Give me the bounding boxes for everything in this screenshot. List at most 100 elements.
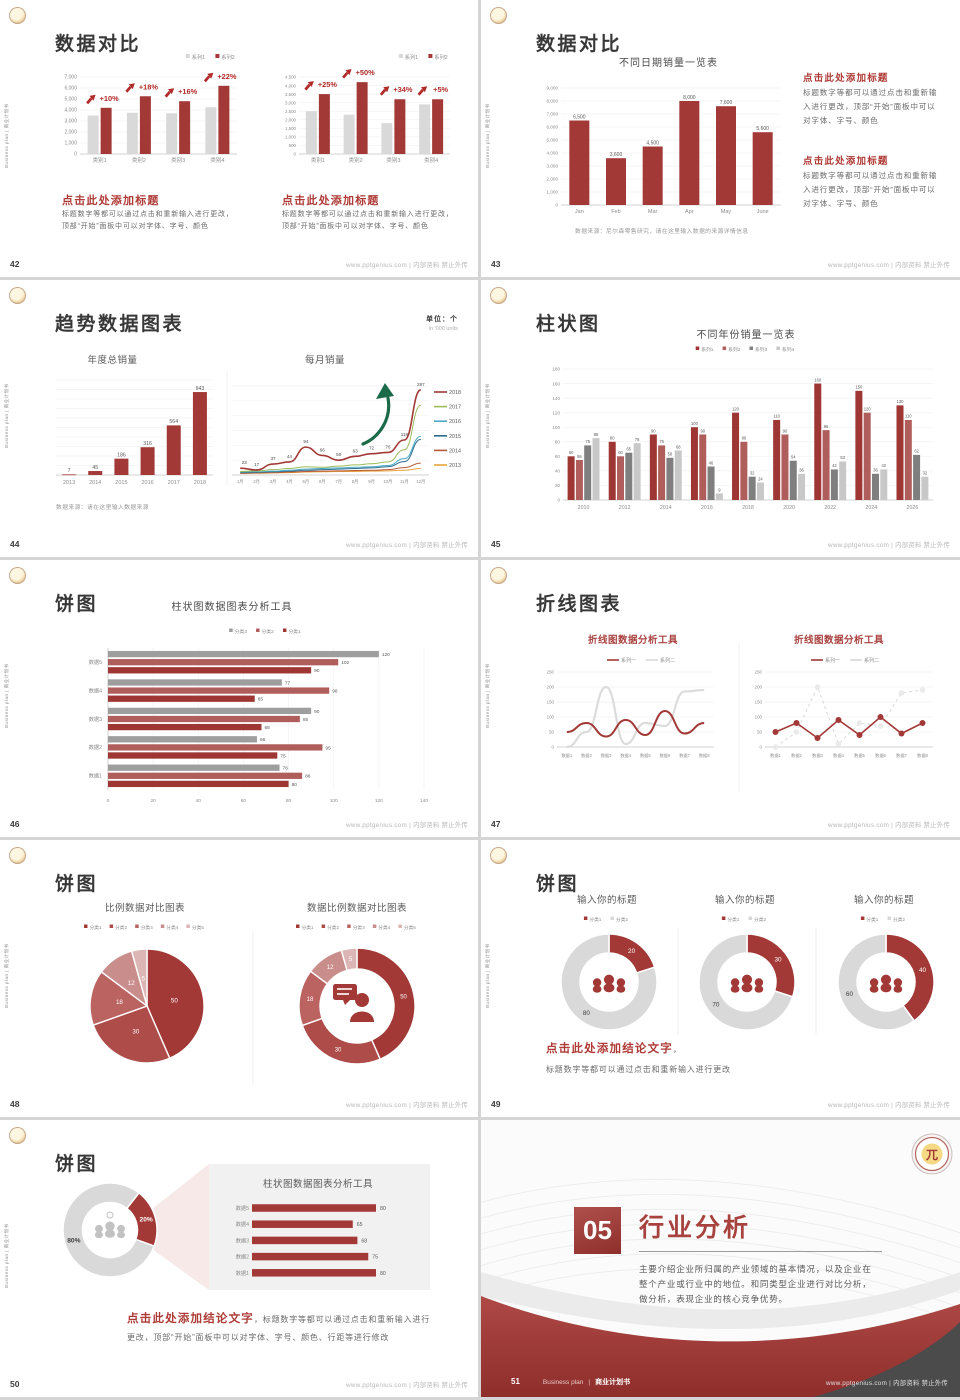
line-charts-canvas: 0 50 100 150 200 250 数据1 数据2 数据3 数据4 数据5 数据6 数据7 数据8 0… <box>547 642 933 792</box>
svg-text:18: 18 <box>116 999 123 1006</box>
chart-title: 柱状图数据图表分析工具 <box>171 602 293 613</box>
svg-text:数据4: 数据4 <box>236 1220 249 1228</box>
svg-text:+16%: +16% <box>178 87 198 96</box>
svg-text:数据7: 数据7 <box>896 752 907 759</box>
school-logo-icon <box>9 567 26 584</box>
svg-text:180: 180 <box>552 367 560 372</box>
footer-site: www.pptgenius.com | 内部资料 禁止外传 <box>828 822 950 829</box>
chart-title-left: 年度总销量 <box>87 355 138 366</box>
school-logo-icon <box>9 847 26 864</box>
svg-text:45: 45 <box>92 465 98 471</box>
svg-text:系列二: 系列二 <box>864 657 879 664</box>
svg-text:9,000: 9,000 <box>547 86 559 91</box>
brand-separator: | <box>588 1379 591 1386</box>
svg-text:150: 150 <box>547 700 555 705</box>
svg-text:62: 62 <box>914 449 919 454</box>
svg-text:4,500: 4,500 <box>285 75 297 80</box>
svg-text:80: 80 <box>742 436 747 441</box>
svg-text:4月: 4月 <box>286 479 293 485</box>
svg-text:0: 0 <box>552 745 555 750</box>
page-number: 48 <box>10 1099 20 1109</box>
svg-text:May: May <box>721 209 732 215</box>
svg-text:分类5: 分类5 <box>404 924 416 931</box>
svg-text:50: 50 <box>400 994 407 1000</box>
school-logo-icon <box>490 567 507 584</box>
svg-text:Apr: Apr <box>685 209 694 215</box>
svg-text:11月: 11月 <box>400 479 409 485</box>
chart-title-right: 折线图数据分析工具 <box>793 635 884 646</box>
svg-text:6,000: 6,000 <box>64 86 77 92</box>
svg-text:36: 36 <box>873 468 878 473</box>
svg-text:+22%: +22% <box>217 72 237 81</box>
svg-text:系列2: 系列2 <box>434 53 447 61</box>
svg-text:200: 200 <box>547 685 555 690</box>
svg-text:数据2: 数据2 <box>89 743 102 751</box>
svg-text:68: 68 <box>676 444 681 449</box>
divider-line <box>639 1251 882 1252</box>
svg-text:50: 50 <box>549 730 554 735</box>
svg-text:36: 36 <box>799 468 804 473</box>
svg-text:2,500: 2,500 <box>285 109 297 114</box>
svg-text:分类1: 分类1 <box>866 916 878 923</box>
svg-text:类别4: 类别4 <box>424 156 438 164</box>
svg-text:66: 66 <box>320 447 326 452</box>
svg-text:Feb: Feb <box>611 209 620 215</box>
svg-text:系列一: 系列一 <box>621 657 636 664</box>
svg-text:分类1: 分类1 <box>589 916 601 923</box>
svg-text:2016: 2016 <box>141 480 153 486</box>
footer-site: www.pptgenius.com | 内部资料 禁止外传 <box>828 1102 950 1109</box>
slide-title: 数据对比 <box>536 33 623 55</box>
svg-text:65: 65 <box>627 446 632 451</box>
body-text-left: 标题数字等都可以通过点击和重新输入进行更改，顶部“开始”面板中可以对字体、字号、… <box>62 211 234 231</box>
svg-text:44: 44 <box>287 454 293 459</box>
school-logo-icon <box>9 7 26 24</box>
svg-text:50: 50 <box>757 730 762 735</box>
svg-text:40: 40 <box>196 798 202 804</box>
conclusion-heading: 点击此处添加结论文字 <box>546 1043 673 1055</box>
footer-site: www.pptgenius.com | 内部资料 禁止外传 <box>826 1380 948 1387</box>
slide-title: 趋势数据图表 <box>55 313 185 335</box>
svg-text:7,000: 7,000 <box>547 112 559 117</box>
svg-text:2010: 2010 <box>578 505 590 511</box>
svg-text:8月: 8月 <box>352 479 359 485</box>
svg-text:77: 77 <box>285 680 291 686</box>
slide-47: Business plan | 商业计划书 折线图表 折线图数据分析工具 折线图… <box>481 560 960 837</box>
svg-text:数据5: 数据5 <box>89 658 102 666</box>
svg-text:120: 120 <box>732 406 740 411</box>
svg-text:140: 140 <box>420 798 428 804</box>
svg-text:数据5: 数据5 <box>236 1204 249 1212</box>
conclusion-row: 点击此处添加结论文字 ，标题数字等都可以通过点击和重新输入进行 <box>127 1310 430 1326</box>
svg-text:2,000: 2,000 <box>547 177 559 182</box>
svg-text:数据3: 数据3 <box>236 1236 249 1244</box>
svg-text:数据4: 数据4 <box>833 752 844 759</box>
svg-text:2012: 2012 <box>619 505 631 511</box>
svg-text:分类4: 分类4 <box>378 924 390 931</box>
svg-text:46: 46 <box>709 460 714 465</box>
svg-text:Mar: Mar <box>648 209 658 215</box>
svg-text:0: 0 <box>760 745 763 750</box>
conclusion-heading: 点击此处添加结论文字 <box>127 1313 254 1325</box>
footer-site: www.pptgenius.com | 内部资料 禁止外传 <box>346 1382 468 1389</box>
conclusion-body: 标题数字等都可以通过点击和重新输入进行更改 <box>546 1065 731 1074</box>
svg-text:9: 9 <box>718 487 721 492</box>
svg-text:140: 140 <box>552 396 560 401</box>
page-number: 42 <box>10 259 20 269</box>
svg-text:兀: 兀 <box>925 1148 938 1162</box>
svg-text:1,000: 1,000 <box>285 135 297 140</box>
svg-text:75: 75 <box>280 753 286 759</box>
svg-text:0: 0 <box>107 798 110 804</box>
svg-text:类别2: 类别2 <box>132 156 146 164</box>
slide-43: Business plan | 商业计划书 数据对比 不同日期销量一览表 0 1,… <box>481 0 960 277</box>
svg-text:20: 20 <box>555 483 561 488</box>
svg-text:1月: 1月 <box>237 479 244 485</box>
svg-text:96: 96 <box>824 424 829 429</box>
svg-text:102: 102 <box>341 660 349 666</box>
svg-text:+25%: +25% <box>318 80 338 89</box>
unit-label: 单位：个 <box>426 316 458 323</box>
svg-text:0: 0 <box>557 498 560 503</box>
svg-text:120: 120 <box>864 406 872 411</box>
svg-text:2018: 2018 <box>449 390 461 396</box>
svg-text:20%: 20% <box>140 1217 153 1224</box>
svg-text:53: 53 <box>840 455 845 460</box>
svg-text:100: 100 <box>547 715 555 720</box>
